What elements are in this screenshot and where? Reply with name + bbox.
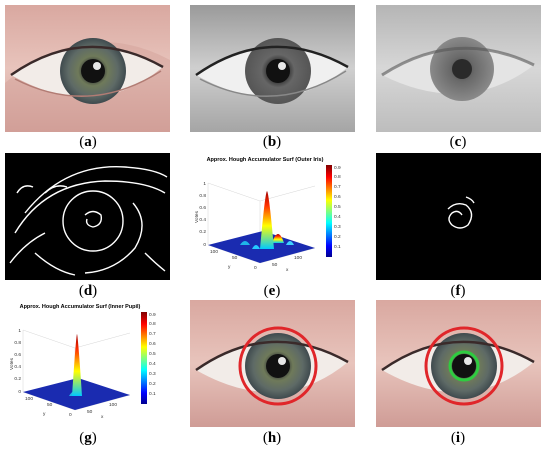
svg-text:1: 1 [203,181,206,187]
svg-text:0.8: 0.8 [334,174,341,180]
panel-h-outer-circle [190,300,355,427]
svg-text:0.2: 0.2 [149,381,156,387]
caption-f: (f) [450,283,466,299]
caption-b: (b) [262,134,282,150]
svg-text:0.6: 0.6 [149,341,156,347]
svg-text:0.8: 0.8 [199,193,206,199]
svg-text:0.2: 0.2 [334,234,341,240]
svg-text:0: 0 [18,389,21,395]
svg-text:x: x [101,415,104,420]
svg-text:100: 100 [294,255,302,261]
plot-g-title: Approx. Hough Accumulator Surf (Inner Pu… [20,304,141,310]
svg-text:0.2: 0.2 [14,376,21,382]
svg-text:0.5: 0.5 [334,204,341,210]
caption-h: (h) [262,430,282,446]
svg-text:100: 100 [210,249,218,255]
svg-text:50: 50 [272,262,278,268]
svg-text:1: 1 [18,328,21,334]
caption-e: (e) [263,283,281,299]
svg-text:0.4: 0.4 [14,364,21,370]
svg-text:Votes: Votes [194,210,200,223]
svg-text:50: 50 [47,402,53,408]
outer-iris-circle [238,326,318,406]
svg-text:0: 0 [69,412,72,418]
svg-text:0.6: 0.6 [199,205,206,211]
svg-text:0.8: 0.8 [14,340,21,346]
svg-text:0.1: 0.1 [334,244,341,250]
svg-text:0.3: 0.3 [334,224,341,230]
svg-text:0.7: 0.7 [334,184,341,190]
svg-text:100: 100 [109,402,117,408]
caption-c: (c) [449,134,467,150]
svg-text:0.4: 0.4 [334,214,341,220]
caption-i: (i) [450,430,466,446]
svg-text:y: y [43,412,46,417]
svg-text:0.9: 0.9 [334,165,341,171]
panel-g-hough-inner: Approx. Hough Accumulator Surf (Inner Pu… [5,300,165,427]
inner-pupil-circle [448,350,480,382]
panel-f-pupil-edge [376,153,541,280]
plot-e-title: Approx. Hough Accumulator Surf (Outer Ir… [207,157,324,163]
svg-text:0.4: 0.4 [199,217,206,223]
svg-text:0.4: 0.4 [149,361,156,367]
svg-text:0.8: 0.8 [149,321,156,327]
panel-d-edge-map [5,153,170,280]
svg-text:Votes: Votes [9,357,15,370]
panel-i-both-circles [376,300,541,427]
svg-text:0.6: 0.6 [14,352,21,358]
caption-d: (d) [78,283,98,299]
svg-text:0.9: 0.9 [149,312,156,318]
panel-e-hough-outer: Approx. Hough Accumulator Surf (Outer Ir… [190,153,350,280]
svg-text:0: 0 [254,265,257,271]
caption-a: (a) [79,134,97,150]
svg-text:0.6: 0.6 [334,194,341,200]
svg-text:50: 50 [232,255,238,261]
svg-text:100: 100 [25,396,33,402]
svg-text:0.5: 0.5 [149,351,156,357]
caption-g: (g) [79,430,97,446]
panel-b-grayscale-eye [190,5,355,132]
svg-text:y: y [228,265,231,270]
svg-text:0.1: 0.1 [149,391,156,397]
svg-text:0.7: 0.7 [149,331,156,337]
panel-a-color-eye [5,5,170,132]
panel-c-blurred-eye [376,5,541,132]
svg-text:0.2: 0.2 [199,229,206,235]
svg-text:x: x [286,268,289,273]
outer-iris-circle [424,326,504,406]
svg-text:0: 0 [203,242,206,248]
svg-text:0.3: 0.3 [149,371,156,377]
svg-text:50: 50 [87,409,93,415]
